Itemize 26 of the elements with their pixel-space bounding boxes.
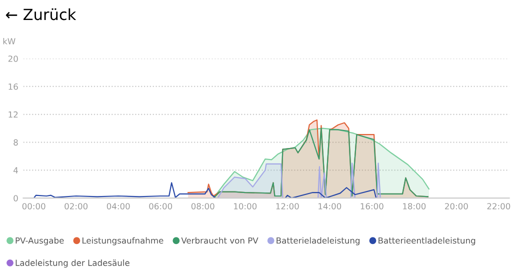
x-tick-label: 08:00 [191,203,214,210]
legend-label: Verbraucht von PV [181,237,258,244]
y-tick-label: 12 [8,111,18,118]
y-tick-label: 4 [14,167,18,174]
x-tick-label: 02:00 [64,203,88,210]
y-tick-label: 16 [8,83,18,90]
y-tick-label: 20 [8,56,18,62]
legend-label: PV-Ausgabe [16,237,64,246]
x-tick-label: 20:00 [445,203,468,210]
x-tick-label: 14:00 [318,203,342,210]
x-tick-label: 06:00 [149,203,172,210]
y-tick-label: 8 [14,139,18,146]
y-tick-label: 0 [14,195,18,202]
legend-label: Batterieentladeleistung [378,237,476,246]
x-tick-label: 04:00 [106,203,130,210]
legend-label: Ladeleistung der Ladesäule [16,260,130,268]
legend-label: Batterieladeleistung [276,237,360,246]
x-tick-label: 12:00 [276,203,299,210]
x-tick-label: 22:00 [487,203,510,210]
chart-title: ← Zurück [6,8,76,20]
x-tick-label: 18:00 [403,203,426,210]
x-tick-label: 00:00 [22,203,46,210]
x-tick-label: 10:00 [234,203,257,210]
x-tick-label: 16:00 [360,203,384,210]
y-axis-title: kW [3,38,16,44]
legend-label: Leistungsaufnahme [82,237,164,246]
